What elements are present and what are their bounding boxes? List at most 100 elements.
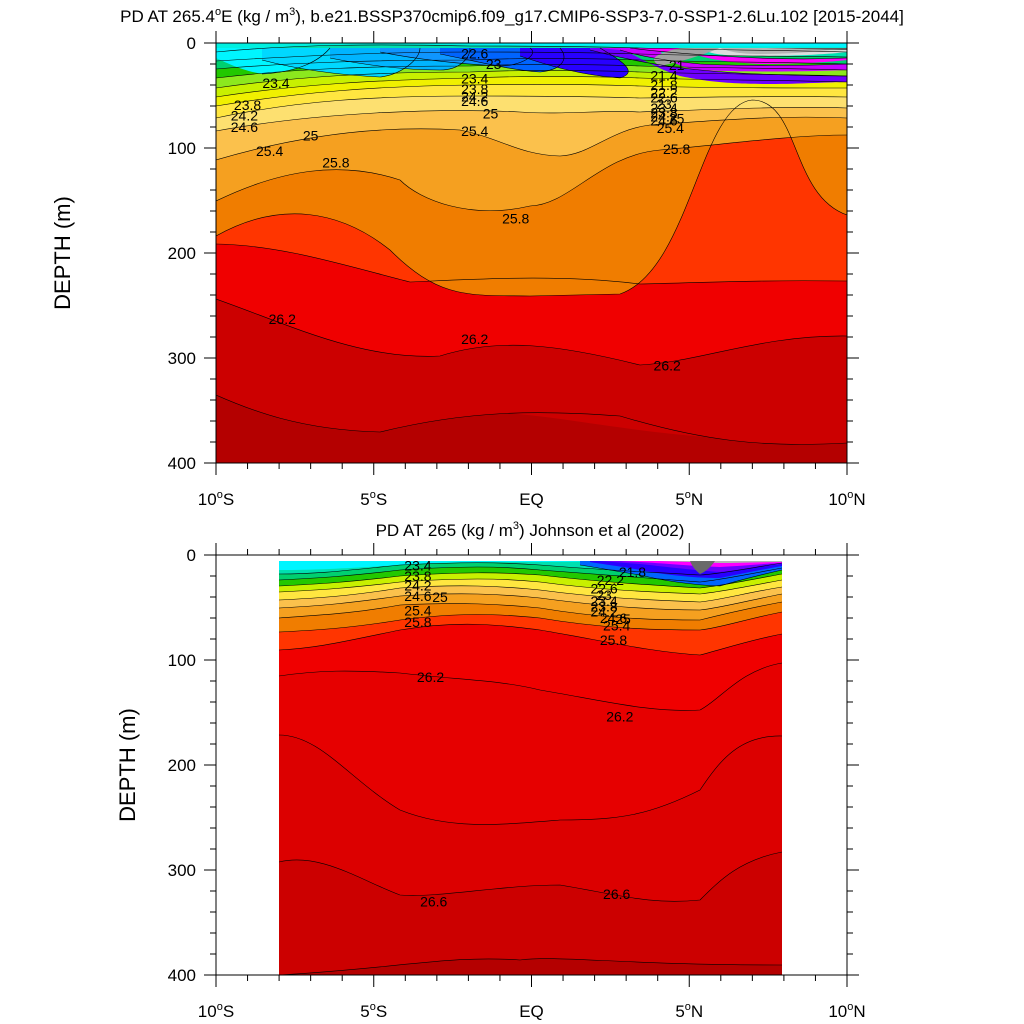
contour-label-top: 24.2 (231, 107, 258, 123)
contour-line-25.8 (216, 134, 847, 211)
x-tick-label-bottom: 10oN (828, 1001, 865, 1021)
x-tick-label-top: EQ (519, 490, 544, 509)
contour-label-top: 23.8 (234, 97, 261, 113)
contour-label-bottom: 22.6 (590, 581, 617, 597)
y-tick-label-bottom: 300 (168, 861, 196, 880)
contour-label-top: 26.2 (461, 331, 488, 347)
contour-label-top: 26.2 (654, 357, 681, 373)
contour-label-bottom: 23.4 (404, 558, 431, 574)
y-axis-label-top: DEPTH (m) (50, 196, 75, 310)
contour-line-24.6 (216, 76, 847, 98)
contour-label-bottom: 22.2 (597, 572, 624, 588)
contour-line-25.4 (279, 593, 782, 611)
contour-line-24.8 (216, 84, 847, 107)
contour-fill-top (216, 43, 847, 463)
contour-label-bottom: 24.2 (404, 577, 431, 593)
contour-line-25.6 (279, 601, 782, 621)
contour-label-top: 21.4 (650, 68, 677, 84)
fill-band-23.4 (279, 561, 620, 570)
contour-label-bottom: 23 (596, 587, 612, 603)
contour-label-top: 23.4 (650, 100, 677, 116)
x-tick-label-bottom: 5oS (360, 1001, 387, 1021)
y-tick-label-bottom: 100 (168, 651, 196, 670)
fill-band-26.8 (216, 395, 847, 463)
contour-label-top: 25 (303, 127, 319, 143)
contour-line-25.2 (216, 107, 847, 132)
fill-band-21.0 (640, 48, 847, 54)
x-tick-label-top: 5oS (360, 489, 387, 509)
x-tick-label-bottom: 5oN (675, 1001, 703, 1021)
contour-line-22.0 (589, 49, 847, 77)
y-tick-label-top: 200 (168, 244, 196, 263)
contour-fill-bottom (279, 561, 782, 975)
contour-label-bottom: 21.8 (619, 564, 646, 580)
contour-line-23.0 (261, 47, 421, 78)
contour-label-bottom: 24.2 (590, 604, 617, 620)
contour-line-25.6 (216, 116, 847, 161)
contour-line-24.2 (216, 64, 847, 79)
contour-line-24.4 (216, 70, 847, 89)
contour-line-24.2 (279, 572, 782, 589)
contour-label-top: 25.8 (322, 155, 349, 171)
contour-line-22.2 (519, 47, 629, 79)
contour-label-top: 25 (669, 111, 685, 127)
contour-label-bottom: 26.2 (606, 709, 633, 725)
contour-line-25.8 (279, 611, 782, 633)
contour-label-bottom: 25.4 (404, 603, 431, 619)
contour-label-bottom: 25.4 (603, 617, 630, 633)
x-tick-label-top: 10oS (198, 489, 234, 509)
fill-band-20.8 (660, 48, 847, 50)
contour-line-26.0 (279, 623, 782, 656)
y-tick-label-bottom: 0 (187, 546, 196, 565)
contour-label-bottom: 25 (615, 611, 631, 627)
contour-label-top: 26.2 (269, 311, 296, 327)
contour-label-top: 23 (656, 96, 672, 112)
contour-label-top: 21 (669, 57, 685, 73)
y-tick-label-top: 400 (168, 454, 196, 473)
contour-label-bottom: 24.6 (404, 588, 431, 604)
contour-label-bottom: 23.8 (404, 568, 431, 584)
contour-line-23.2 (261, 47, 331, 75)
contour-line-22.8 (329, 47, 471, 71)
contour-label-top: 25.4 (461, 123, 488, 139)
contour-label-top: 24.2 (650, 109, 677, 125)
contour-line-25.0 (216, 95, 847, 119)
contour-label-bottom: 25.8 (404, 614, 431, 630)
contour-label-top: 24.2 (461, 89, 488, 105)
contour-line-22.4 (439, 47, 565, 73)
contour-label-top: 25.8 (663, 141, 690, 157)
y-tick-label-top: 100 (168, 139, 196, 158)
contour-line-26.0 (216, 99, 847, 297)
contour-label-top: 21.8 (650, 77, 677, 93)
contour-line-22.6 (579, 564, 782, 587)
contour-label-top: 25.4 (256, 143, 283, 159)
y-tick-label-top: 300 (168, 349, 196, 368)
y-tick-label-top: 0 (187, 34, 196, 53)
contour-label-bottom: 26.6 (603, 886, 630, 902)
x-tick-label-top: 5oN (675, 489, 703, 509)
chart-title-bottom: PD AT 265 (kg / m3) Johnson et al (2002) (376, 520, 685, 540)
fill-band-23.4 (216, 43, 847, 52)
contour-line-26.2 (279, 662, 782, 711)
contour-label-top: 24.6 (461, 93, 488, 109)
contour-label-top: 24.6 (650, 113, 677, 129)
contour-line-26.6 (216, 394, 847, 445)
contour-line-24.0 (216, 58, 847, 70)
chart-title-top: PD AT 265.4oE (kg / m3), b.e21.BSSP370cm… (120, 6, 904, 26)
contour-label-top: 23 (486, 56, 502, 72)
y-axis-label-bottom: DEPTH (m) (115, 708, 140, 822)
fill-band-26.8 (279, 958, 782, 975)
contour-line-26.8 (279, 958, 782, 975)
contour-line-26.2 (216, 243, 847, 285)
contour-line-26.6 (279, 851, 782, 902)
contour-line-21.8 (619, 49, 847, 66)
panel-top-model: PD AT 265.4oE (kg / m3), b.e21.BSSP370cm… (50, 6, 904, 509)
panel-bottom-observations: PD AT 265 (kg / m3) Johnson et al (2002) (115, 520, 866, 1021)
contour-line-26.4 (216, 298, 847, 366)
x-tick-label-top: 10oN (828, 489, 865, 509)
contour-label-top: 22.6 (650, 90, 677, 106)
x-tick-label-bottom: EQ (519, 1002, 544, 1021)
fill-band-22.2 (520, 48, 629, 78)
